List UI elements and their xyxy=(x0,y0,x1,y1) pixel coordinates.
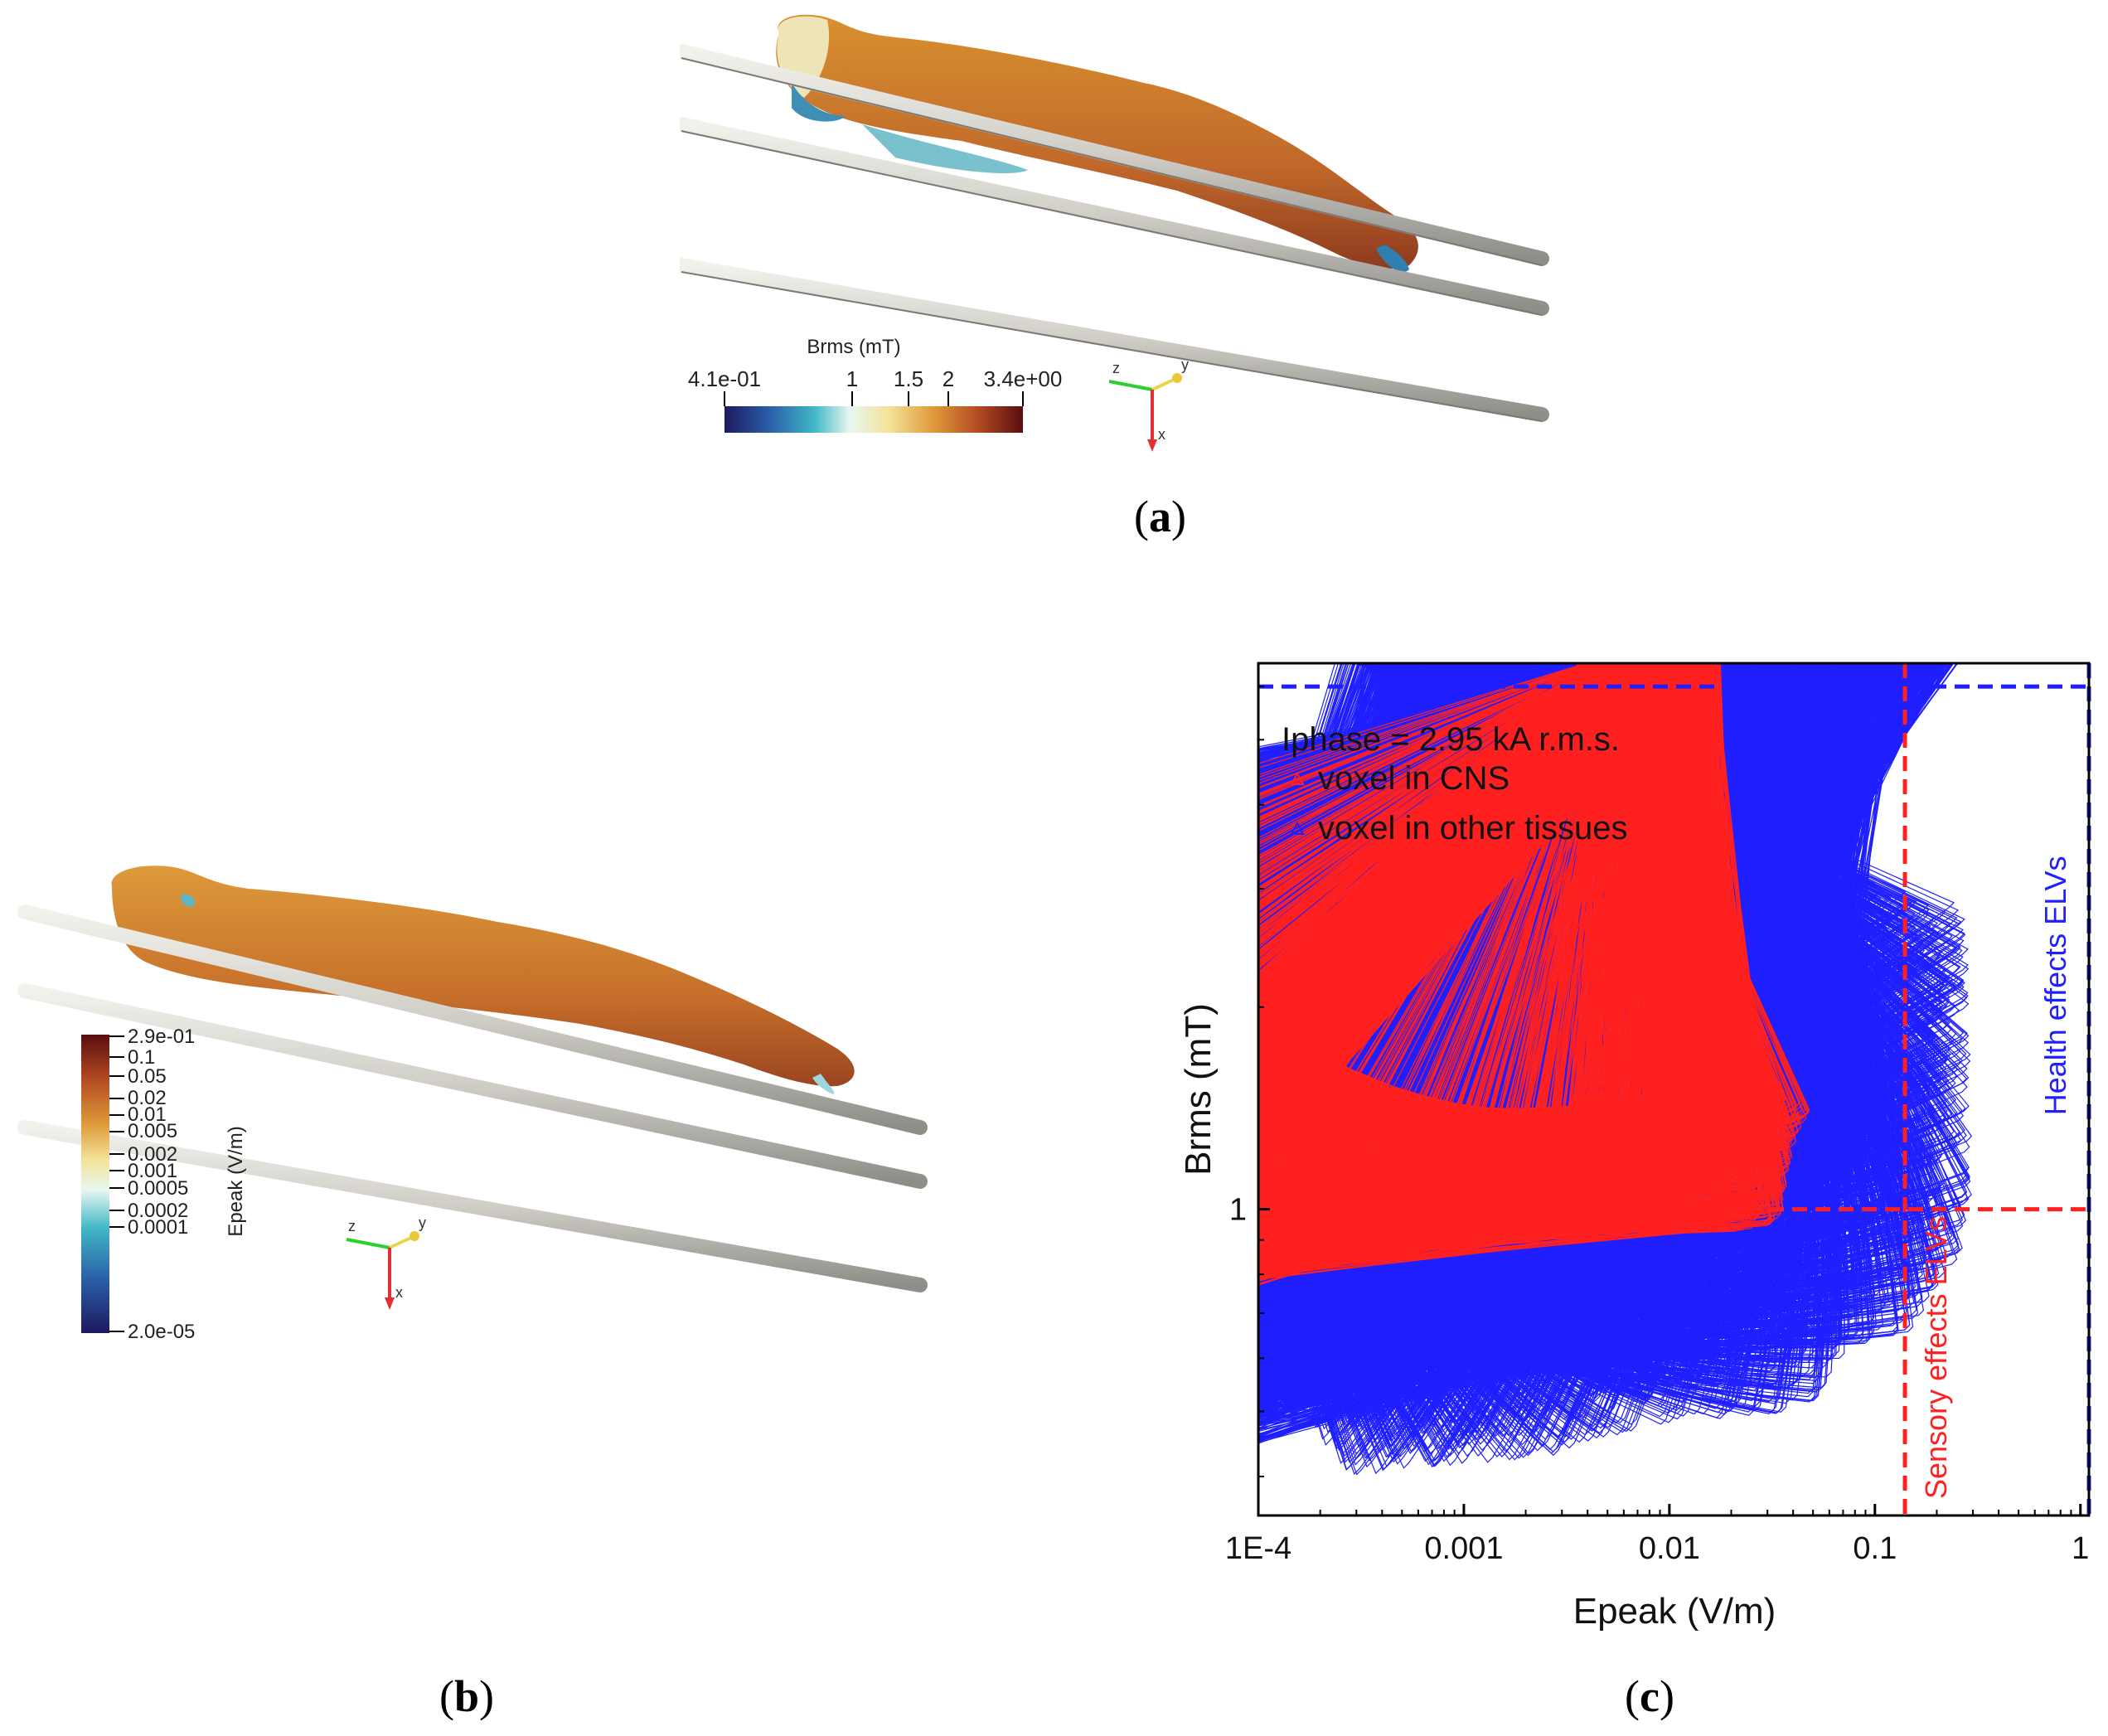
panel-a-render: Brms (mT) 4.1e-01 1 1.5 2 3.4e+00 z y x xyxy=(680,14,1549,452)
human-body-model-b xyxy=(111,866,855,1094)
orientation-axes-b: z y x xyxy=(346,1215,426,1310)
human-body-model-a xyxy=(776,14,1418,273)
axis-label-z-b: z xyxy=(348,1218,356,1234)
caption-a-letter: a xyxy=(1148,492,1171,541)
axis-label-z-a: z xyxy=(1112,360,1120,376)
axis-label-y-a: y xyxy=(1181,356,1189,373)
cables-b xyxy=(17,904,928,1292)
epeak-tick-0: 2.9e-01 xyxy=(128,1026,195,1048)
epeak-tick-4: 0.01 xyxy=(128,1103,167,1126)
orientation-axes-a: z y x xyxy=(1108,356,1189,452)
caption-b: (b) xyxy=(439,1671,495,1721)
brms-colorbar: Brms (mT) 4.1e-01 1 1.5 2 3.4e+00 xyxy=(688,336,1062,433)
epeak-tick-7: 0.001 xyxy=(128,1160,177,1182)
epeak-tick-6: 0.002 xyxy=(128,1143,177,1166)
epeak-tick-2: 0.05 xyxy=(128,1065,167,1088)
axis-label-y-b: y xyxy=(419,1215,426,1231)
panel-b-render: 2.9e-01 0.1 0.05 0.02 0.01 0.005 0.002 0… xyxy=(17,866,928,1343)
brms-tick-0: 4.1e-01 xyxy=(688,366,761,391)
epeak-tick-9: 0.0002 xyxy=(128,1200,188,1222)
epeak-tick-10: 0.0001 xyxy=(128,1216,188,1239)
epeak-tick-1: 0.1 xyxy=(128,1046,155,1069)
brms-tick-3: 2 xyxy=(943,366,954,391)
caption-a: (a) xyxy=(1134,492,1186,541)
epeak-tick-11: 2.0e-05 xyxy=(128,1321,195,1343)
brms-tick-4: 3.4e+00 xyxy=(984,366,1063,391)
scatter-marks xyxy=(1258,663,1973,1476)
epeak-tick-5: 0.005 xyxy=(128,1120,177,1142)
axis-label-x-a: x xyxy=(1158,426,1165,443)
cables-a xyxy=(680,44,1549,422)
axis-label-x-b: x xyxy=(395,1284,403,1301)
epeak-tick-3: 0.02 xyxy=(128,1087,167,1109)
epeak-colorbar-title: Epeak (V/m) xyxy=(225,1126,247,1236)
epeak-colorbar: 2.9e-01 0.1 0.05 0.02 0.01 0.005 0.002 0… xyxy=(81,1026,247,1343)
panel-c-chart: 1E-4 0.001 0.01 0.1 11 Iphase = 2.95 kA r.m.… xyxy=(1178,662,2091,1632)
brms-tick-2: 1.5 xyxy=(894,366,923,391)
brms-colorbar-title: Brms (mT) xyxy=(807,336,900,358)
caption-b-letter: b xyxy=(453,1671,480,1721)
epeak-tick-8: 0.0005 xyxy=(128,1177,188,1200)
brms-tick-1: 1 xyxy=(846,366,858,391)
